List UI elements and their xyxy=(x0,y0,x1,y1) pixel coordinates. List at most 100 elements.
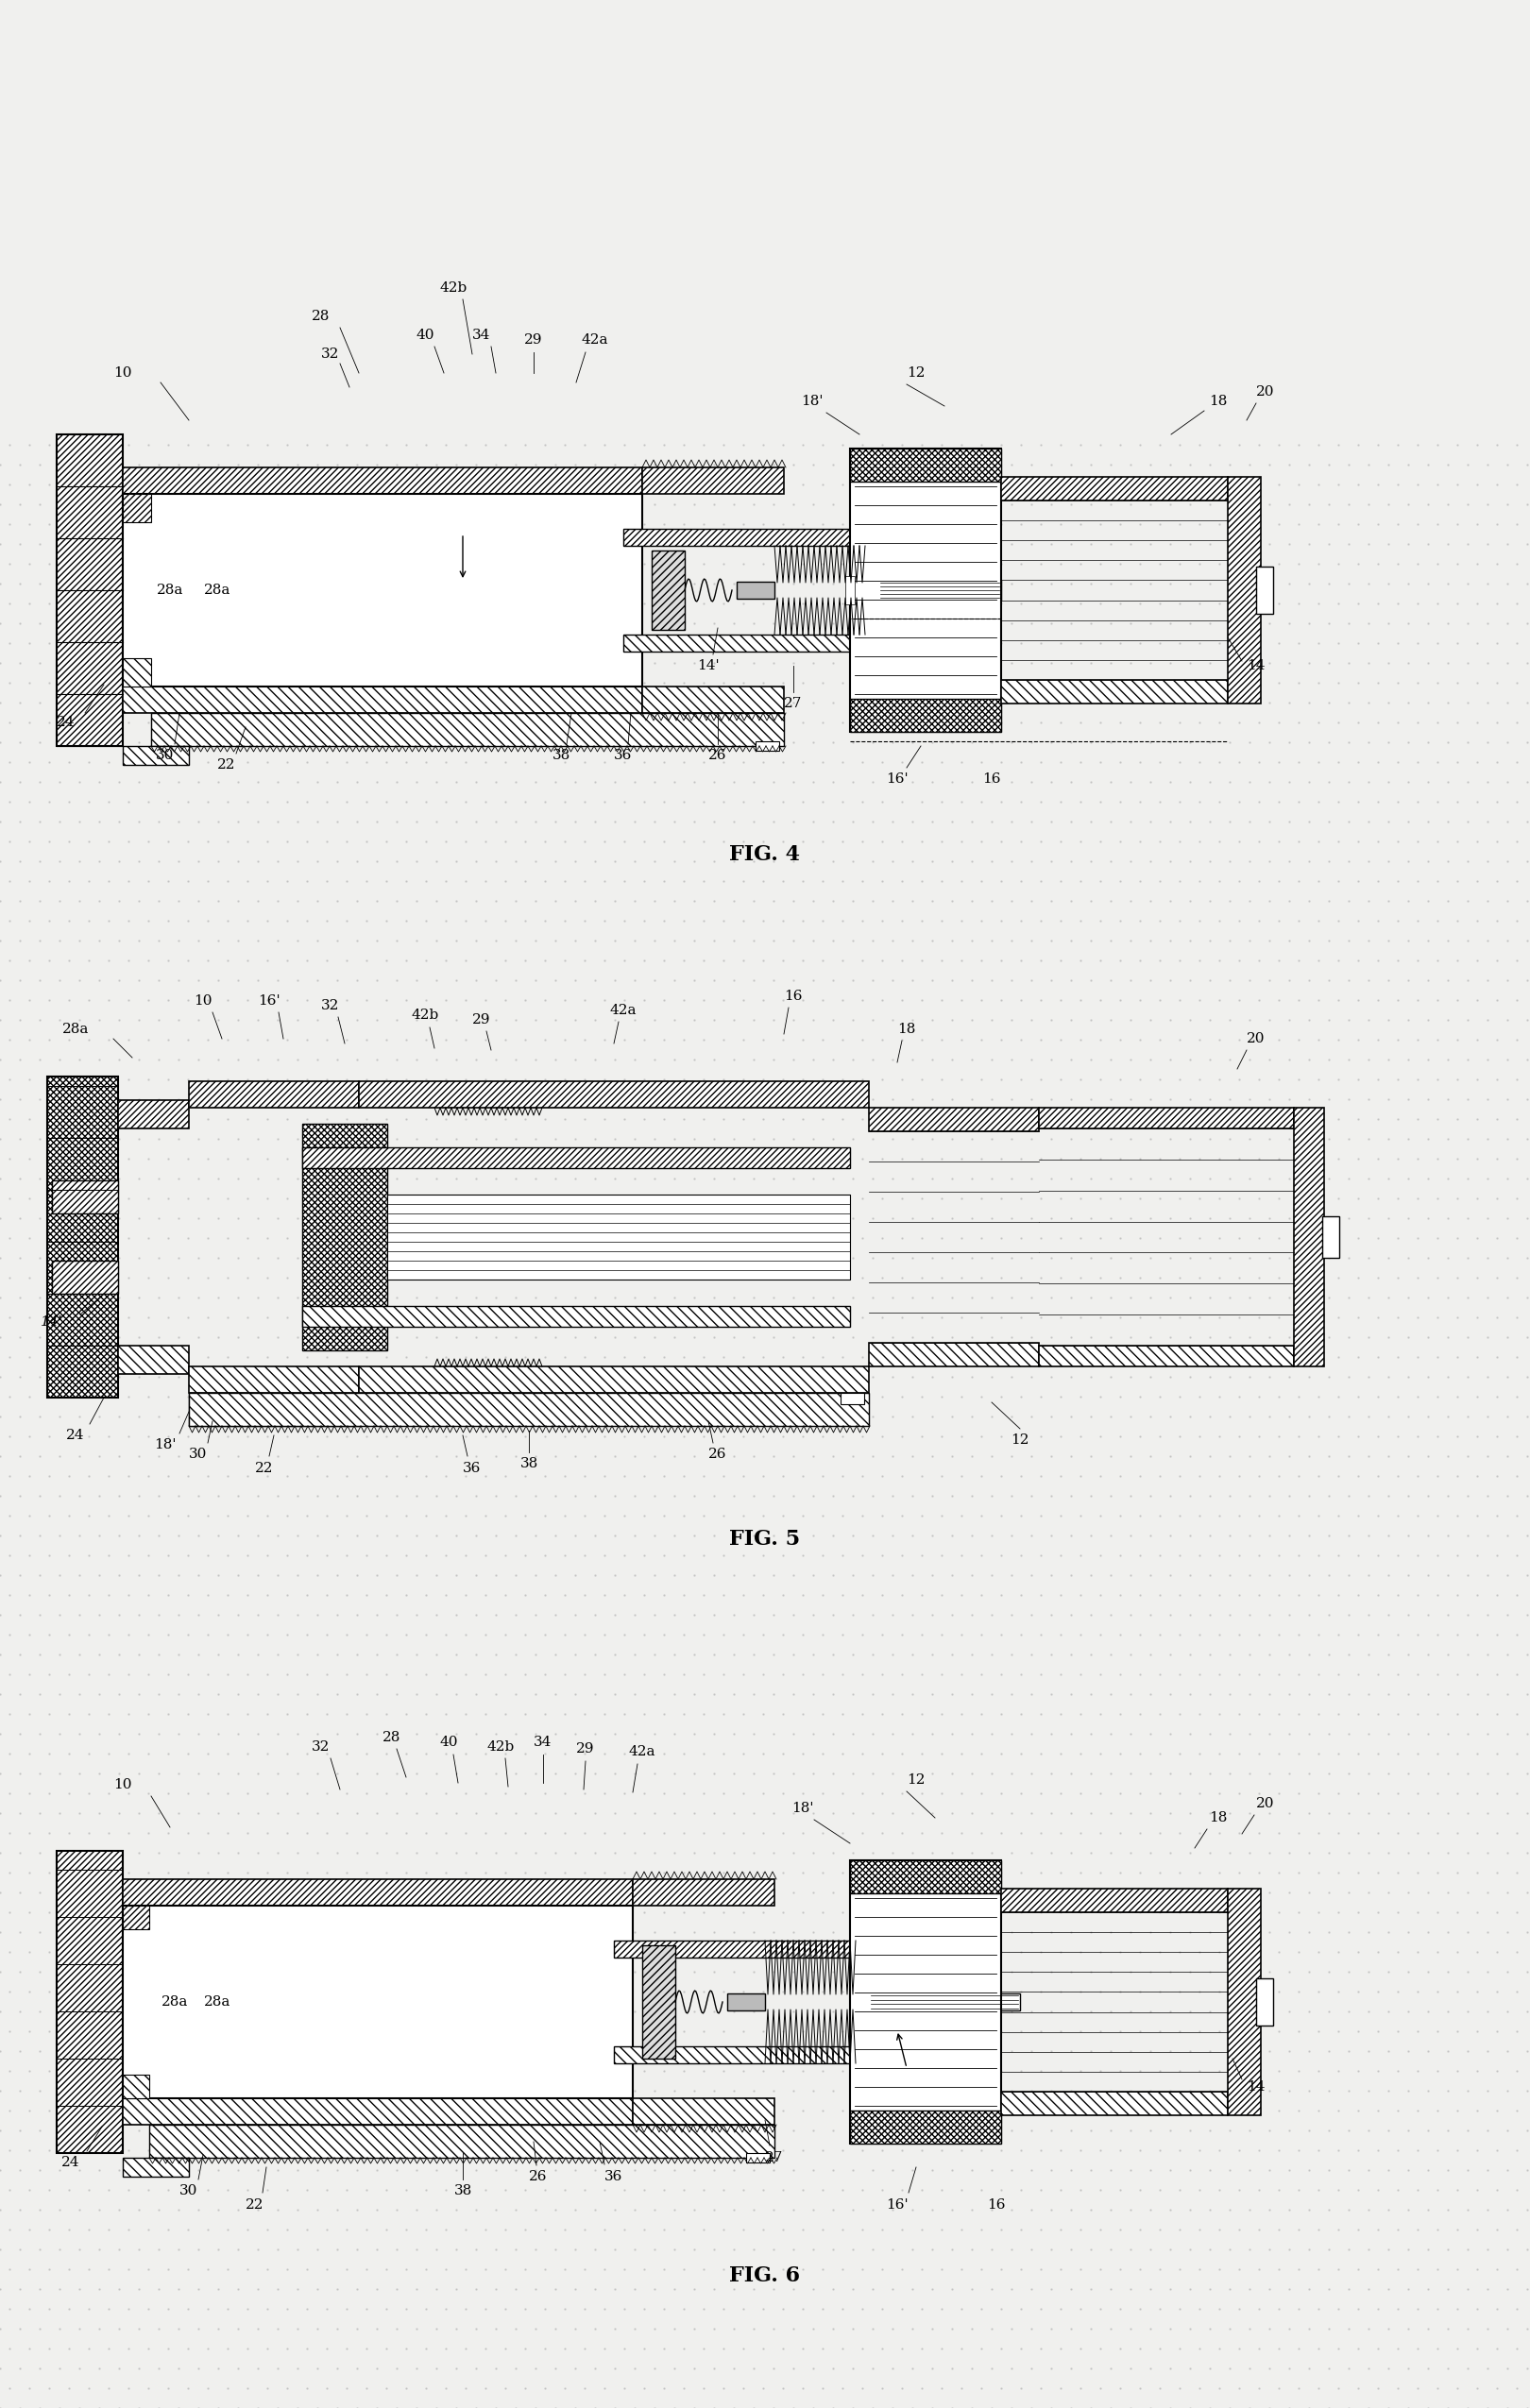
Text: 29: 29 xyxy=(473,1014,491,1026)
Bar xyxy=(122,1905,633,2097)
Text: 30: 30 xyxy=(179,2184,197,2199)
Bar xyxy=(188,1081,360,1108)
Text: 42b: 42b xyxy=(439,282,467,294)
Text: 34: 34 xyxy=(473,327,491,342)
Text: 14: 14 xyxy=(1247,2081,1265,2093)
Bar xyxy=(57,1852,122,2153)
Bar xyxy=(614,1941,860,1958)
Text: 16: 16 xyxy=(987,2199,1005,2211)
Bar xyxy=(747,2153,770,2162)
Text: FIG. 6: FIG. 6 xyxy=(730,2266,800,2285)
Text: 28a: 28a xyxy=(156,583,184,597)
Text: 20: 20 xyxy=(1256,385,1274,397)
Text: 42a: 42a xyxy=(629,1746,656,1758)
Bar xyxy=(623,530,878,547)
Text: 26: 26 xyxy=(529,2170,548,2184)
Text: 20: 20 xyxy=(1256,1796,1274,1811)
Bar xyxy=(1001,477,1227,501)
Bar xyxy=(122,686,643,713)
Text: 40: 40 xyxy=(439,1736,457,1748)
Bar xyxy=(860,556,878,624)
Text: 24: 24 xyxy=(57,715,75,730)
Text: 14: 14 xyxy=(1247,660,1265,672)
Text: 22: 22 xyxy=(256,1462,274,1476)
Bar xyxy=(652,551,685,631)
Text: 12: 12 xyxy=(907,1772,926,1787)
Bar xyxy=(614,2047,860,2064)
Text: 16: 16 xyxy=(783,990,803,1002)
Text: 10: 10 xyxy=(194,995,213,1007)
Bar xyxy=(851,698,1001,732)
Text: 36: 36 xyxy=(604,2170,623,2184)
Bar xyxy=(756,742,779,751)
Bar xyxy=(633,1878,774,1905)
Text: 10: 10 xyxy=(113,366,132,380)
Bar xyxy=(840,1392,864,1404)
Text: 18': 18' xyxy=(155,1438,176,1452)
Text: 28: 28 xyxy=(312,311,330,323)
Bar xyxy=(47,1076,118,1397)
Bar xyxy=(643,686,783,713)
Bar xyxy=(360,1081,869,1108)
Bar xyxy=(736,583,774,600)
Text: 24: 24 xyxy=(66,1428,84,1442)
Text: 24: 24 xyxy=(61,2155,80,2170)
Text: 32: 32 xyxy=(312,1741,330,1753)
Text: 34: 34 xyxy=(534,1736,552,1748)
Text: 18: 18 xyxy=(1209,395,1227,407)
Text: 22: 22 xyxy=(246,2199,265,2211)
Bar xyxy=(122,2158,188,2177)
Text: 27: 27 xyxy=(765,2150,783,2165)
Bar xyxy=(1001,1888,1227,1912)
Text: 28a: 28a xyxy=(63,1023,89,1035)
Bar xyxy=(869,1994,1021,2011)
Text: 18: 18 xyxy=(1209,1811,1227,1825)
Bar xyxy=(188,1392,869,1426)
Text: 18': 18' xyxy=(791,1801,814,1816)
Bar xyxy=(643,1946,675,2059)
Text: 32: 32 xyxy=(321,347,340,361)
Text: 42a: 42a xyxy=(610,1004,636,1016)
Text: 38: 38 xyxy=(552,749,571,761)
Bar xyxy=(1001,2093,1227,2114)
Text: 28: 28 xyxy=(382,1731,401,1743)
Bar xyxy=(845,576,855,604)
Text: 14': 14' xyxy=(698,660,719,672)
Text: 18: 18 xyxy=(898,1023,916,1035)
Bar xyxy=(122,1878,633,1905)
Text: 28a: 28a xyxy=(203,1996,231,2008)
Text: 26: 26 xyxy=(708,1447,727,1462)
Bar xyxy=(633,2097,774,2124)
Text: 16': 16' xyxy=(886,2199,909,2211)
Text: 29: 29 xyxy=(525,332,543,347)
Bar xyxy=(1294,1108,1323,1365)
Bar xyxy=(118,1100,188,1129)
Bar xyxy=(122,2097,633,2124)
Bar xyxy=(122,746,188,766)
Text: FIG. 5: FIG. 5 xyxy=(730,1529,800,1551)
Bar xyxy=(869,1108,1039,1132)
Text: 30: 30 xyxy=(156,749,174,761)
Bar xyxy=(1322,1216,1339,1257)
Bar xyxy=(303,1146,851,1168)
Bar xyxy=(360,1365,869,1392)
Bar xyxy=(878,580,1001,600)
Bar xyxy=(122,2076,150,2097)
Bar xyxy=(1227,1888,1261,2114)
Bar xyxy=(1256,1979,1273,2025)
Text: 18': 18' xyxy=(802,395,823,407)
Text: 32: 32 xyxy=(321,999,340,1011)
Bar xyxy=(851,1861,1001,2143)
Bar xyxy=(1256,566,1273,614)
Text: FIG. 4: FIG. 4 xyxy=(730,845,800,864)
Bar xyxy=(727,1994,765,2011)
Bar xyxy=(57,433,122,746)
Bar xyxy=(387,1194,851,1279)
Bar xyxy=(151,713,783,746)
Text: 36: 36 xyxy=(614,749,632,761)
Bar xyxy=(623,636,878,653)
Text: 16: 16 xyxy=(982,773,1001,785)
Bar xyxy=(303,1125,387,1351)
Text: 40: 40 xyxy=(416,327,435,342)
Text: 20: 20 xyxy=(1247,1033,1265,1045)
